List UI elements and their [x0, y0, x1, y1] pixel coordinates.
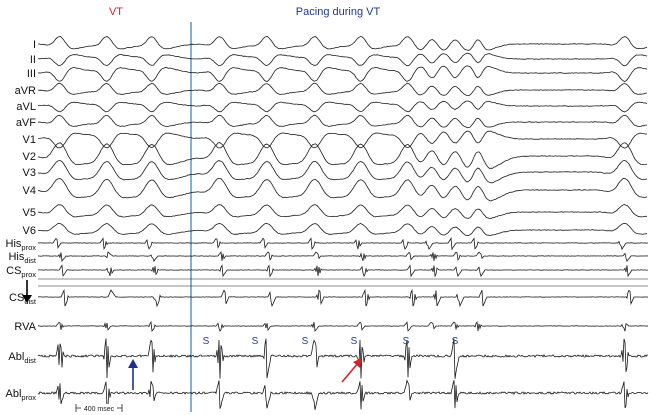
up-arrow-icon [128, 359, 138, 390]
label-main: V3 [23, 167, 36, 179]
stim-marker-3: S [302, 336, 309, 347]
trace-cs-dist [37, 288, 649, 308]
stim-marker-1: S [203, 336, 210, 347]
label-his-dist: Hisdist [8, 251, 36, 265]
trace-ii [37, 52, 648, 67]
lead-labels: IIIIIIaVRaVLaVFV1V2V3V4V5V6HisproxHisdis… [6, 39, 37, 402]
trace-abl-dist [37, 338, 648, 379]
trace-rva [37, 320, 649, 333]
trace-group [37, 35, 649, 410]
label-v5: V5 [23, 207, 36, 219]
label-subscript: dist [24, 297, 37, 306]
label-main: CS [6, 265, 21, 277]
label-v2: V2 [23, 151, 36, 163]
label-avl: aVL [16, 101, 36, 113]
label-main: V4 [23, 185, 36, 197]
label-main: V5 [23, 207, 36, 219]
label-cs-prox: CSprox [6, 265, 36, 279]
header-vt: VT [109, 6, 123, 18]
trace-v1 [37, 130, 648, 149]
label-abl-prox: Ablprox [6, 388, 37, 402]
label-v1: V1 [23, 134, 36, 146]
stim-marker-6: S [452, 336, 459, 347]
label-main: I [33, 39, 36, 51]
label-his-prox: Hisprox [6, 238, 37, 252]
label-main: aVL [16, 101, 36, 113]
label-main: His [6, 238, 22, 250]
trace-v3 [37, 160, 648, 184]
trace-iii [37, 65, 648, 82]
label-iii: III [27, 68, 36, 80]
scale-bar-label: 400 msec [84, 406, 115, 413]
label-main: V6 [23, 225, 36, 237]
label-main: aVF [16, 117, 36, 129]
label-main: II [30, 54, 36, 66]
label-v6: V6 [23, 225, 36, 237]
trace-i [38, 35, 648, 51]
trace-v4 [38, 177, 648, 202]
label-rva: RVA [14, 321, 36, 333]
trace-abl-prox [37, 379, 649, 410]
label-avf: aVF [16, 117, 36, 129]
stim-marker-2: S [252, 336, 259, 347]
label-i: I [33, 39, 36, 51]
scale-bar: 400 msec [75, 404, 123, 413]
label-main: RVA [14, 321, 36, 333]
trace-cs-prox [37, 264, 648, 278]
trace-avf [37, 114, 647, 128]
label-main: His [8, 251, 24, 263]
trace-avr [37, 82, 648, 97]
label-main: Abl [8, 351, 24, 363]
diagonal-arrow-icon [341, 358, 362, 383]
stim-marker-5: S [403, 336, 410, 347]
label-main: CS [9, 292, 24, 304]
label-ii: II [30, 54, 36, 66]
label-cs-dist: CSdist [9, 292, 37, 306]
label-main: III [27, 68, 36, 80]
trace-his-dist [38, 250, 649, 263]
stim-marker-4: S [351, 336, 358, 347]
trace-v6 [37, 222, 648, 236]
label-subscript: dist [24, 356, 37, 365]
label-main: Abl [6, 388, 22, 400]
label-subscript: prox [21, 270, 36, 279]
label-v4: V4 [23, 185, 36, 197]
label-avr: aVR [15, 85, 36, 97]
label-main: V2 [23, 151, 36, 163]
cs-direction-arrow-icon [22, 280, 32, 303]
trace-avl [37, 100, 648, 113]
label-main: V1 [23, 134, 36, 146]
trace-v5 [37, 204, 647, 219]
label-abl-dist: Abldist [8, 351, 36, 365]
trace-his-prox [37, 236, 648, 251]
trace-v2 [37, 142, 648, 169]
label-subscript: prox [21, 393, 36, 402]
label-subscript: prox [21, 243, 36, 252]
label-main: aVR [15, 85, 36, 97]
label-v3: V3 [23, 167, 36, 179]
header-pacing-during-vt: Pacing during VT [296, 6, 381, 18]
label-subscript: dist [24, 256, 37, 265]
